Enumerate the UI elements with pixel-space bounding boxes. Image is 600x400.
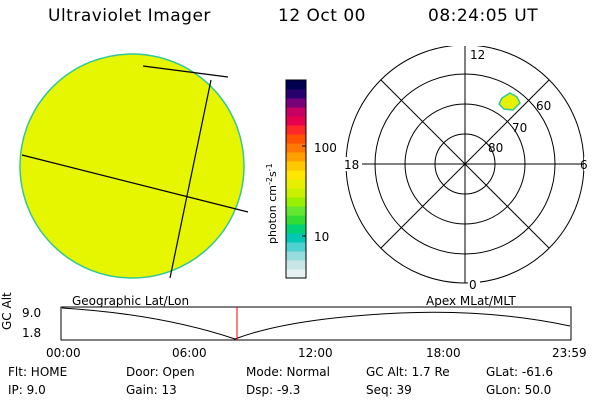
colorbar-band bbox=[286, 251, 306, 261]
colorbar-band bbox=[286, 125, 306, 135]
timeline-xtick-2: 12:00 bbox=[298, 346, 333, 360]
colorbar-band bbox=[286, 107, 306, 117]
status-gc-alt: GC Alt: 1.7 Re bbox=[366, 365, 450, 379]
status-mode: Mode: Normal bbox=[246, 365, 330, 379]
colorbar-band bbox=[286, 206, 306, 216]
date-label: 12 Oct 00 bbox=[278, 6, 366, 26]
colorbar-band bbox=[286, 242, 306, 252]
colorbar-band bbox=[286, 269, 306, 279]
instrument-title: Ultraviolet Imager bbox=[48, 6, 211, 26]
mlt-label-0: 0 bbox=[469, 278, 477, 292]
colorbar-band bbox=[286, 170, 306, 180]
grid-line-latitude bbox=[21, 154, 249, 213]
mlt-label-12: 12 bbox=[470, 48, 485, 62]
time-label: 08:24:05 UT bbox=[428, 6, 539, 26]
colorbar-band bbox=[286, 215, 306, 225]
lat-label-80: 80 bbox=[488, 141, 503, 155]
polar-plot: 12 6 18 0 60 70 80 bbox=[342, 46, 590, 292]
colorbar-band bbox=[286, 143, 306, 153]
status-glon: GLon: 50.0 bbox=[486, 383, 552, 397]
timeline-ytick-top: 9.0 bbox=[22, 306, 42, 320]
timeline-axis-label: GC Alt bbox=[0, 292, 14, 330]
timeline-ytick-bottom: 1.8 bbox=[22, 326, 42, 340]
timeline-right-label: Apex MLat/MLT bbox=[426, 294, 516, 308]
status-seq: Seq: 39 bbox=[366, 383, 412, 397]
colorbar-band bbox=[286, 89, 306, 99]
mlt-label-18: 18 bbox=[344, 158, 359, 172]
colorbar-band bbox=[286, 161, 306, 171]
timeline-xtick-1: 06:00 bbox=[172, 346, 207, 360]
geographic-grid-lines bbox=[21, 65, 249, 279]
colorbar-band bbox=[286, 188, 306, 198]
timeline-left-label: Geographic Lat/Lon bbox=[72, 294, 190, 308]
timeline-xtick-3: 18:00 bbox=[426, 346, 461, 360]
colorbar-band bbox=[286, 260, 306, 270]
colorbar: photon cm-2s-1 bbox=[265, 79, 307, 279]
colorbar-band bbox=[286, 233, 306, 243]
earth-disk bbox=[19, 53, 245, 279]
colorbar-gradient bbox=[286, 80, 306, 279]
earth-disk-image bbox=[19, 53, 249, 279]
status-door: Door: Open bbox=[126, 365, 195, 379]
colorbar-band bbox=[286, 134, 306, 144]
status-glat: GLat: -61.6 bbox=[486, 365, 553, 379]
altitude-timeline bbox=[60, 306, 572, 341]
timeline-xtick-4: 23:59 bbox=[552, 346, 587, 360]
altitude-curve bbox=[61, 307, 571, 340]
colorbar-band bbox=[286, 179, 306, 189]
status-ip: IP: 9.0 bbox=[8, 383, 46, 397]
colorbar-band bbox=[286, 98, 306, 108]
colorbar-band bbox=[286, 116, 306, 126]
colorbar-unit-label: photon cm-2s-1 bbox=[265, 163, 280, 244]
status-flight: Flt: HOME bbox=[8, 365, 68, 379]
colorbar-band bbox=[286, 80, 306, 90]
status-gain: Gain: 13 bbox=[126, 383, 177, 397]
auroral-blob bbox=[498, 92, 521, 111]
mlt-label-6: 6 bbox=[580, 158, 588, 172]
colorbar-tick-100: 100 bbox=[314, 141, 337, 155]
lat-label-60: 60 bbox=[536, 99, 551, 113]
colorbar-band bbox=[286, 224, 306, 234]
timeline-xtick-0: 00:00 bbox=[46, 346, 81, 360]
grid-line-upper bbox=[142, 65, 229, 78]
grid-line-meridian bbox=[169, 79, 212, 279]
mlt-line-diag-2 bbox=[380, 79, 550, 249]
colorbar-band bbox=[286, 152, 306, 162]
status-dsp: Dsp: -9.3 bbox=[246, 383, 301, 397]
lat-label-70: 70 bbox=[512, 121, 527, 135]
colorbar-band bbox=[286, 197, 306, 207]
colorbar-tick-10: 10 bbox=[314, 230, 330, 244]
